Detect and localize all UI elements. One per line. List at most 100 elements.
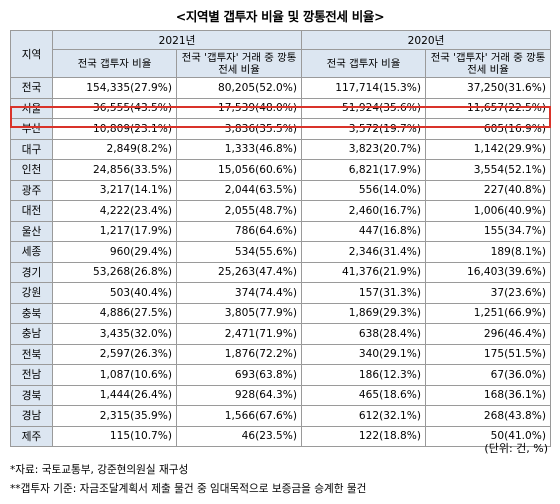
region-cell: 강원 — [10, 282, 53, 304]
region-cell: 충북 — [10, 302, 53, 324]
table-row: 경북 1,444(26.4%) 928(64.3%) 465(18.6%) 168(36… — [10, 384, 551, 406]
table-row: 충남 3,435(32.0%) 2,471(71.9%) 638(28.4%) 296(… — [10, 323, 551, 345]
region-cell: 경기 — [10, 261, 53, 283]
value-cell: 155(34.7%) — [425, 220, 551, 242]
value-cell: 25,263(47.4%) — [176, 261, 302, 283]
value-cell: 53,268(26.8%) — [52, 261, 177, 283]
value-cell: 36,555(43.5%) — [52, 97, 177, 119]
table-row: 경남 2,315(35.9%) 1,566(67.6%) 612(32.1%) 268(… — [10, 405, 551, 427]
value-cell: 11,657(22.5%) — [425, 97, 551, 119]
table-row: 제주 115(10.7%) 46(23.5%) 122(18.8%) 50(41.0%) — [10, 425, 551, 447]
value-cell: 3,805(77.9%) — [176, 302, 302, 324]
table-row: 인천 24,856(33.5%) 15,056(60.6%) 6,821(17.9%)… — [10, 159, 551, 181]
value-cell: 3,836(35.5%) — [176, 118, 302, 140]
value-cell: 6,821(17.9%) — [301, 159, 426, 181]
table-row: 강원 503(40.4%) 374(74.4%) 157(31.3%) 37(23.6%… — [10, 282, 551, 304]
region-cell: 세종 — [10, 241, 53, 263]
table-row: 서울 36,555(43.5%) 17,539(48.0%) 51,924(35.6%… — [10, 97, 551, 119]
value-cell: 1,333(46.8%) — [176, 138, 302, 160]
subheader-gap-ratio-2021: 전국 갭투자 비율 — [52, 49, 177, 78]
value-cell: 612(32.1%) — [301, 405, 426, 427]
value-cell: 2,597(26.3%) — [52, 343, 177, 365]
value-cell: 556(14.0%) — [301, 179, 426, 201]
region-header: 지역 — [10, 30, 53, 78]
value-cell: 80,205(52.0%) — [176, 77, 302, 99]
value-cell: 227(40.8%) — [425, 179, 551, 201]
table-row: 대구 2,849(8.2%) 1,333(46.8%) 3,823(20.7%) 1,1… — [10, 138, 551, 160]
value-cell: 1,566(67.6%) — [176, 405, 302, 427]
value-cell: 1,006(40.9%) — [425, 200, 551, 222]
value-cell: 17,539(48.0%) — [176, 97, 302, 119]
region-cell: 부산 — [10, 118, 53, 140]
value-cell: 157(31.3%) — [301, 282, 426, 304]
value-cell: 24,856(33.5%) — [52, 159, 177, 181]
table-row: 전국 154,335(27.9%) 80,205(52.0%) 117,714(15.… — [10, 77, 551, 99]
value-cell: 693(63.8%) — [176, 364, 302, 386]
value-cell: 1,444(26.4%) — [52, 384, 177, 406]
region-cell: 대구 — [10, 138, 53, 160]
value-cell: 115(10.7%) — [52, 425, 177, 447]
value-cell: 4,886(27.5%) — [52, 302, 177, 324]
value-cell: 503(40.4%) — [52, 282, 177, 304]
value-cell: 3,572(19.7%) — [301, 118, 426, 140]
value-cell: 1,876(72.2%) — [176, 343, 302, 365]
source-note: *자료: 국토교통부, 강준현의원실 재구성 — [10, 464, 189, 476]
value-cell: 37(23.6%) — [425, 282, 551, 304]
region-cell: 서울 — [10, 97, 53, 119]
value-cell: 168(36.1%) — [425, 384, 551, 406]
table-row: 전북 2,597(26.3%) 1,876(72.2%) 340(29.1%) 175(… — [10, 343, 551, 365]
value-cell: 50(41.0%) — [425, 425, 551, 447]
subheader-row: 전국 갭투자 비율 전국 '갭투자' 거래 중 깡통전세 비율 전국 갭투자 비… — [11, 49, 551, 78]
table-body: 전국 154,335(27.9%) 80,205(52.0%) 117,714(15.… — [10, 77, 551, 447]
value-cell: 2,055(48.7%) — [176, 200, 302, 222]
region-cell: 울산 — [10, 220, 53, 242]
value-cell: 16,403(39.6%) — [425, 261, 551, 283]
table-row: 부산 10,809(23.1%) 3,836(35.5%) 3,572(19.7%) 6… — [10, 118, 551, 140]
value-cell: 122(18.8%) — [301, 425, 426, 447]
value-cell: 67(36.0%) — [425, 364, 551, 386]
value-cell: 296(46.4%) — [425, 323, 551, 345]
gap-investment-table: 지역 2021년 2020년 전국 갭투자 비율 전국 '갭투자' 거래 중 깡… — [10, 30, 551, 447]
value-cell: 1,251(66.9%) — [425, 302, 551, 324]
table-title: <지역별 갭투자 비율 및 깡통전세 비율> — [175, 9, 385, 24]
value-cell: 340(29.1%) — [301, 343, 426, 365]
value-cell: 3,217(14.1%) — [52, 179, 177, 201]
year-header-row: 지역 2021년 2020년 — [10, 30, 551, 78]
value-cell: 46(23.5%) — [176, 425, 302, 447]
value-cell: 928(64.3%) — [176, 384, 302, 406]
region-cell: 경남 — [10, 405, 53, 427]
value-cell: 10,809(23.1%) — [52, 118, 177, 140]
gap-investment-definition-note: **갭투자 기준: 자금조달계획서 제출 물건 중 임대목적으로 보증금을 승계… — [10, 483, 367, 495]
value-cell: 2,044(63.5%) — [176, 179, 302, 201]
table-row: 세종 960(29.4%) 534(55.6%) 2,346(31.4%) 189(8.… — [10, 241, 551, 263]
table-row: 전남 1,087(10.6%) 693(63.8%) 186(12.3%) 67(36.… — [10, 364, 551, 386]
year-header-2020: 2020년 — [301, 30, 551, 50]
value-cell: 154,335(27.9%) — [52, 77, 177, 99]
value-cell: 3,435(32.0%) — [52, 323, 177, 345]
region-cell: 대전 — [10, 200, 53, 222]
value-cell: 786(64.6%) — [176, 220, 302, 242]
region-cell: 인천 — [10, 159, 53, 181]
value-cell: 15,056(60.6%) — [176, 159, 302, 181]
value-cell: 1,217(17.9%) — [52, 220, 177, 242]
value-cell: 1,087(10.6%) — [52, 364, 177, 386]
year-header-2021: 2021년 — [52, 30, 302, 50]
value-cell: 638(28.4%) — [301, 323, 426, 345]
table-row: 울산 1,217(17.9%) 786(64.6%) 447(16.8%) 155(34… — [10, 220, 551, 242]
value-cell: 2,849(8.2%) — [52, 138, 177, 160]
value-cell: 447(16.8%) — [301, 220, 426, 242]
value-cell: 4,222(23.4%) — [52, 200, 177, 222]
value-cell: 2,346(31.4%) — [301, 241, 426, 263]
value-cell: 374(74.4%) — [176, 282, 302, 304]
region-cell: 전북 — [10, 343, 53, 365]
region-cell: 전국 — [10, 77, 53, 99]
value-cell: 960(29.4%) — [52, 241, 177, 263]
value-cell: 465(18.6%) — [301, 384, 426, 406]
table-row: 충북 4,886(27.5%) 3,805(77.9%) 1,869(29.3%) 1,… — [10, 302, 551, 324]
value-cell: 605(16.9%) — [425, 118, 551, 140]
unit-label: (단위: 건, %) — [484, 442, 548, 455]
subheader-empty-jeonse-ratio-2020: 전국 '갭투자' 거래 중 깡통전세 비율 — [425, 49, 551, 78]
value-cell: 268(43.8%) — [425, 405, 551, 427]
region-cell: 제주 — [10, 425, 53, 447]
value-cell: 175(51.5%) — [425, 343, 551, 365]
